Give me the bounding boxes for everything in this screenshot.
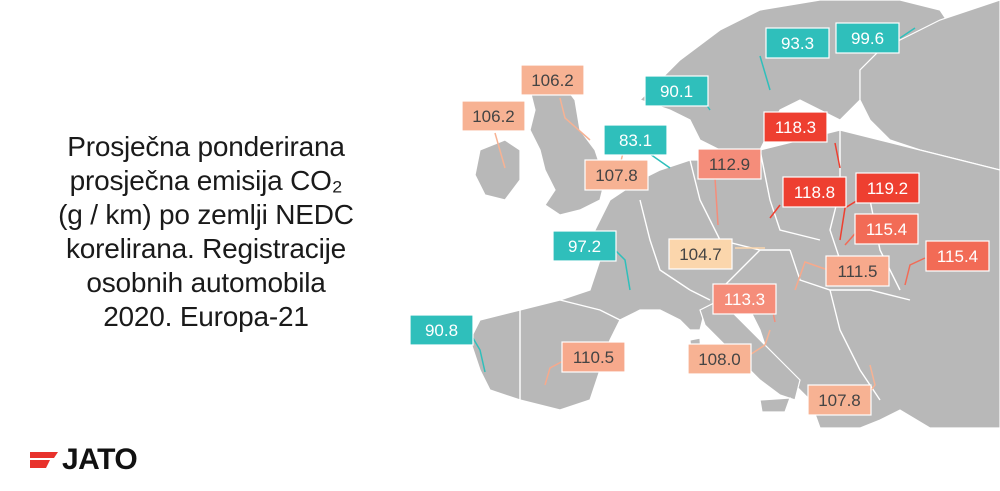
value-label-box	[697, 148, 762, 180]
value-label-slovakia: 119.2	[855, 172, 920, 204]
leader-france	[614, 249, 631, 291]
value-label-text: 115.4	[866, 220, 907, 239]
value-label-netherlands: 83.1	[603, 124, 668, 156]
value-label-text: 118.3	[775, 118, 816, 137]
title-line: osobnih automobila	[86, 267, 326, 298]
value-label-box	[807, 384, 872, 416]
leader-netherlands	[649, 153, 671, 169]
value-label-uk: 107.8	[584, 159, 649, 191]
leader-czechia	[769, 204, 781, 219]
value-label-box	[644, 75, 709, 107]
leader-spain	[544, 359, 566, 386]
value-label-text: 97.2	[568, 237, 601, 256]
value-label-box	[782, 176, 847, 208]
value-label-box	[925, 240, 990, 272]
value-label-box	[687, 343, 752, 375]
leader-poland	[834, 142, 841, 169]
title-line: Prosječna ponderirana	[67, 131, 345, 162]
value-label-portugal: 90.8	[409, 314, 474, 346]
value-label-text: 99.6	[851, 29, 884, 48]
value-label-box	[552, 230, 617, 262]
value-label-switzerland: 104.7	[668, 238, 733, 270]
leader-germany	[714, 177, 719, 226]
title-line: (g / km) po zemlji NEDC	[58, 199, 354, 230]
value-label-box	[409, 314, 474, 346]
value-label-text: 112.9	[709, 155, 750, 174]
value-label-text: 90.8	[425, 321, 458, 340]
value-label-text: 106.2	[472, 107, 515, 126]
title-line: prosječna emisija CO₂	[69, 165, 343, 196]
leader-sweden	[759, 55, 771, 91]
value-label-sweden: 93.3	[765, 27, 830, 59]
value-label-box	[668, 238, 733, 270]
value-label-scotland: 106.2	[520, 64, 585, 96]
leader-finland	[899, 27, 916, 39]
leader-scotland	[559, 97, 591, 141]
value-label-box	[765, 27, 830, 59]
brand-name: JATO	[62, 443, 138, 476]
leader-romania	[904, 257, 926, 286]
value-label-text: 115.4	[937, 247, 978, 266]
value-label-romania: 115.4	[925, 240, 990, 272]
leader-ireland	[494, 132, 506, 169]
value-label-czechia: 118.8	[782, 176, 847, 208]
value-label-text: 107.8	[595, 166, 638, 185]
value-label-text: 113.3	[724, 290, 765, 309]
value-label-text: 107.8	[818, 391, 861, 410]
value-label-box	[584, 159, 649, 191]
value-label-france: 97.2	[552, 230, 617, 262]
value-label-hungary: 115.4	[854, 213, 919, 245]
title-line: korelirana. Registracije	[66, 233, 346, 264]
value-labels: 106.2 106.2 107.8 83.1 90.1 93.3 99.6 112.9 118.…	[409, 22, 990, 416]
value-label-text: 119.2	[867, 179, 908, 198]
value-label-austria-italy: 113.3	[712, 283, 777, 315]
jato-logo-icon	[30, 452, 58, 468]
leader-italy	[744, 329, 771, 359]
value-label-text: 118.8	[794, 183, 835, 202]
footer	[0, 428, 1000, 491]
value-label-germany: 112.9	[697, 148, 762, 180]
land-sicily	[759, 397, 791, 413]
value-label-croatia: 111.5	[825, 255, 890, 287]
value-label-box	[855, 172, 920, 204]
value-label-box	[520, 64, 585, 96]
leader-croatia	[794, 261, 829, 291]
value-label-box	[712, 283, 777, 315]
value-label-text: 108.0	[698, 350, 741, 369]
value-label-denmark: 90.1	[644, 75, 709, 107]
value-label-text: 111.5	[837, 262, 877, 281]
value-label-text: 93.3	[781, 34, 814, 53]
title-line: 2020. Europa-21	[103, 301, 309, 332]
land-britain	[529, 79, 606, 216]
value-label-text: 106.2	[531, 71, 574, 90]
value-label-finland: 99.6	[835, 22, 900, 54]
value-label-box	[835, 22, 900, 54]
value-label-poland: 118.3	[763, 111, 828, 143]
value-label-italy: 108.0	[687, 343, 752, 375]
page-title: Prosječna ponderirana prosječna emisija …	[22, 130, 390, 334]
value-label-text: 90.1	[660, 82, 693, 101]
value-label-box	[763, 111, 828, 143]
value-label-box	[825, 255, 890, 287]
value-label-ireland: 106.2	[461, 100, 526, 132]
value-label-spain: 110.5	[561, 341, 626, 373]
value-label-box	[603, 124, 668, 156]
europe-map: 106.2 106.2 107.8 83.1 90.1 93.3 99.6 112.9 118.…	[409, 0, 1000, 428]
value-label-text: 83.1	[619, 131, 652, 150]
value-label-text: 104.7	[679, 245, 722, 264]
leader-lines	[469, 27, 926, 399]
leader-slovakia	[839, 199, 859, 241]
value-label-text: 110.5	[573, 348, 614, 367]
value-label-box	[461, 100, 526, 132]
value-label-greece: 107.8	[807, 384, 872, 416]
value-label-box	[854, 213, 919, 245]
land-ireland	[474, 139, 521, 201]
value-label-box	[561, 341, 626, 373]
